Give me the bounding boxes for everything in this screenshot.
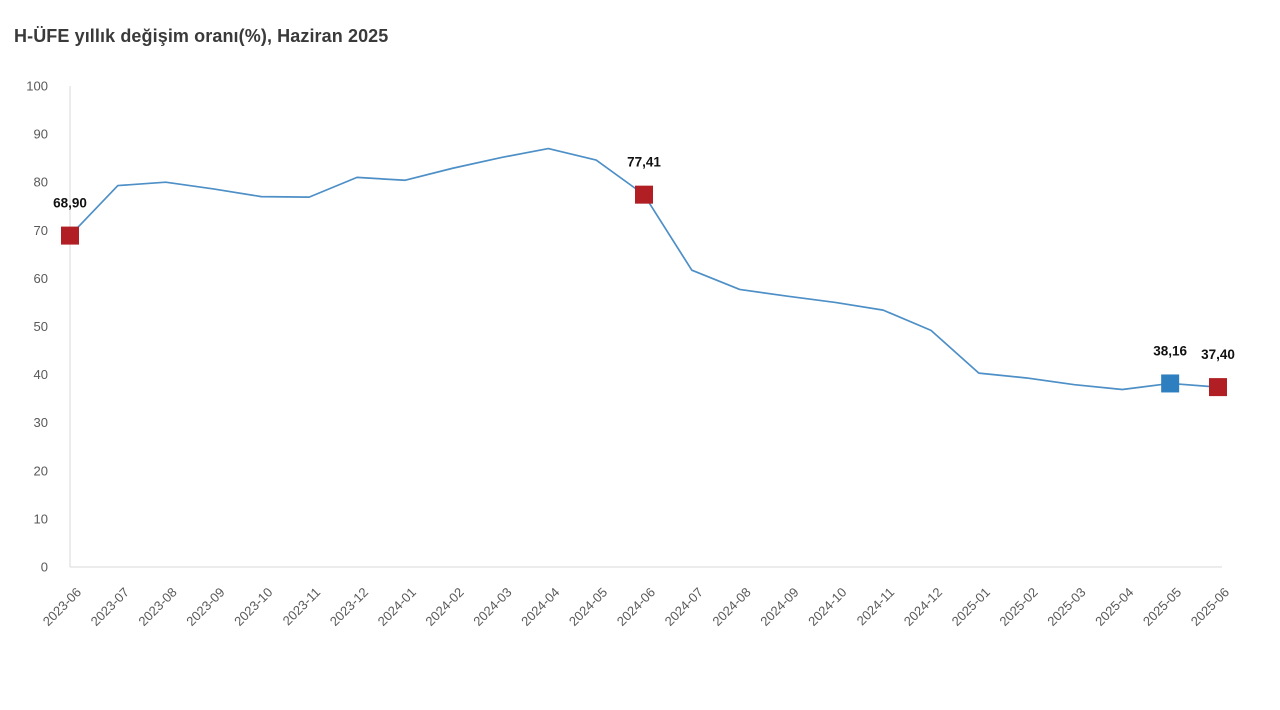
x-axis-tick-label: 2025-04 xyxy=(1092,585,1136,629)
y-axis-tick-label: 40 xyxy=(34,367,48,382)
data-point-label-2025-05: 38,16 xyxy=(1153,343,1187,358)
y-axis-tick-label: 50 xyxy=(34,319,48,334)
series-line xyxy=(69,147,1219,391)
x-axis-tick-label: 2025-01 xyxy=(949,585,993,629)
chart-title: H-ÜFE yıllık değişim oranı(%), Haziran 2… xyxy=(14,26,389,46)
x-axis-tick-label: 2024-09 xyxy=(757,585,801,629)
x-axis-tick-label: 2025-06 xyxy=(1188,585,1232,629)
y-axis-tick-label: 0 xyxy=(41,560,48,575)
data-point-label-2025-06: 37,40 xyxy=(1201,347,1235,362)
x-axis-tick-label: 2024-02 xyxy=(422,585,466,629)
x-axis-tick-label: 2024-10 xyxy=(805,585,849,629)
x-axis-tick-label: 2024-01 xyxy=(375,585,419,629)
x-axis-tick-label: 2023-10 xyxy=(231,585,275,629)
x-axis-tick-label: 2024-05 xyxy=(566,585,610,629)
data-point-label-2024-06: 77,41 xyxy=(627,155,661,170)
x-axis-tick-label: 2024-07 xyxy=(662,585,706,629)
x-axis-tick-label: 2024-11 xyxy=(854,585,898,629)
x-axis-tick-label: 2025-05 xyxy=(1140,585,1184,629)
x-axis-tick-label: 2025-03 xyxy=(1044,585,1088,629)
data-point-marker-2025-06 xyxy=(1209,378,1227,397)
y-axis-tick-label: 80 xyxy=(34,175,48,190)
y-axis-tick-label: 100 xyxy=(26,79,48,94)
data-point-marker-2025-05 xyxy=(1161,374,1180,393)
x-axis-tick-label: 2023-12 xyxy=(327,585,371,629)
data-point-label-2023-06: 68,90 xyxy=(53,196,87,211)
data-point-marker-2023-06 xyxy=(61,226,79,245)
x-axis-tick-label: 2024-08 xyxy=(709,585,753,629)
x-axis-tick-label: 2025-02 xyxy=(996,585,1040,629)
data-point-marker-2024-06 xyxy=(635,185,653,204)
x-axis-tick-label: 2024-04 xyxy=(518,585,562,629)
x-axis-tick-label: 2024-06 xyxy=(614,585,658,629)
y-axis-tick-label: 30 xyxy=(34,415,48,430)
y-axis-tick-label: 60 xyxy=(34,271,48,286)
x-axis-tick-label: 2023-07 xyxy=(88,585,132,629)
x-axis-tick-label: 2024-03 xyxy=(470,585,514,629)
y-axis-tick-label: 90 xyxy=(34,127,48,142)
x-axis-tick-label: 2023-11 xyxy=(280,585,324,629)
x-axis-tick-label: 2023-08 xyxy=(135,585,179,629)
x-axis-tick-label: 2024-12 xyxy=(901,585,945,629)
y-axis-tick-label: 20 xyxy=(34,463,48,478)
y-axis-tick-label: 10 xyxy=(34,511,48,526)
y-axis-tick-label: 70 xyxy=(34,223,48,238)
x-axis-tick-label: 2023-06 xyxy=(40,585,84,629)
x-axis-tick-label: 2023-09 xyxy=(183,585,227,629)
